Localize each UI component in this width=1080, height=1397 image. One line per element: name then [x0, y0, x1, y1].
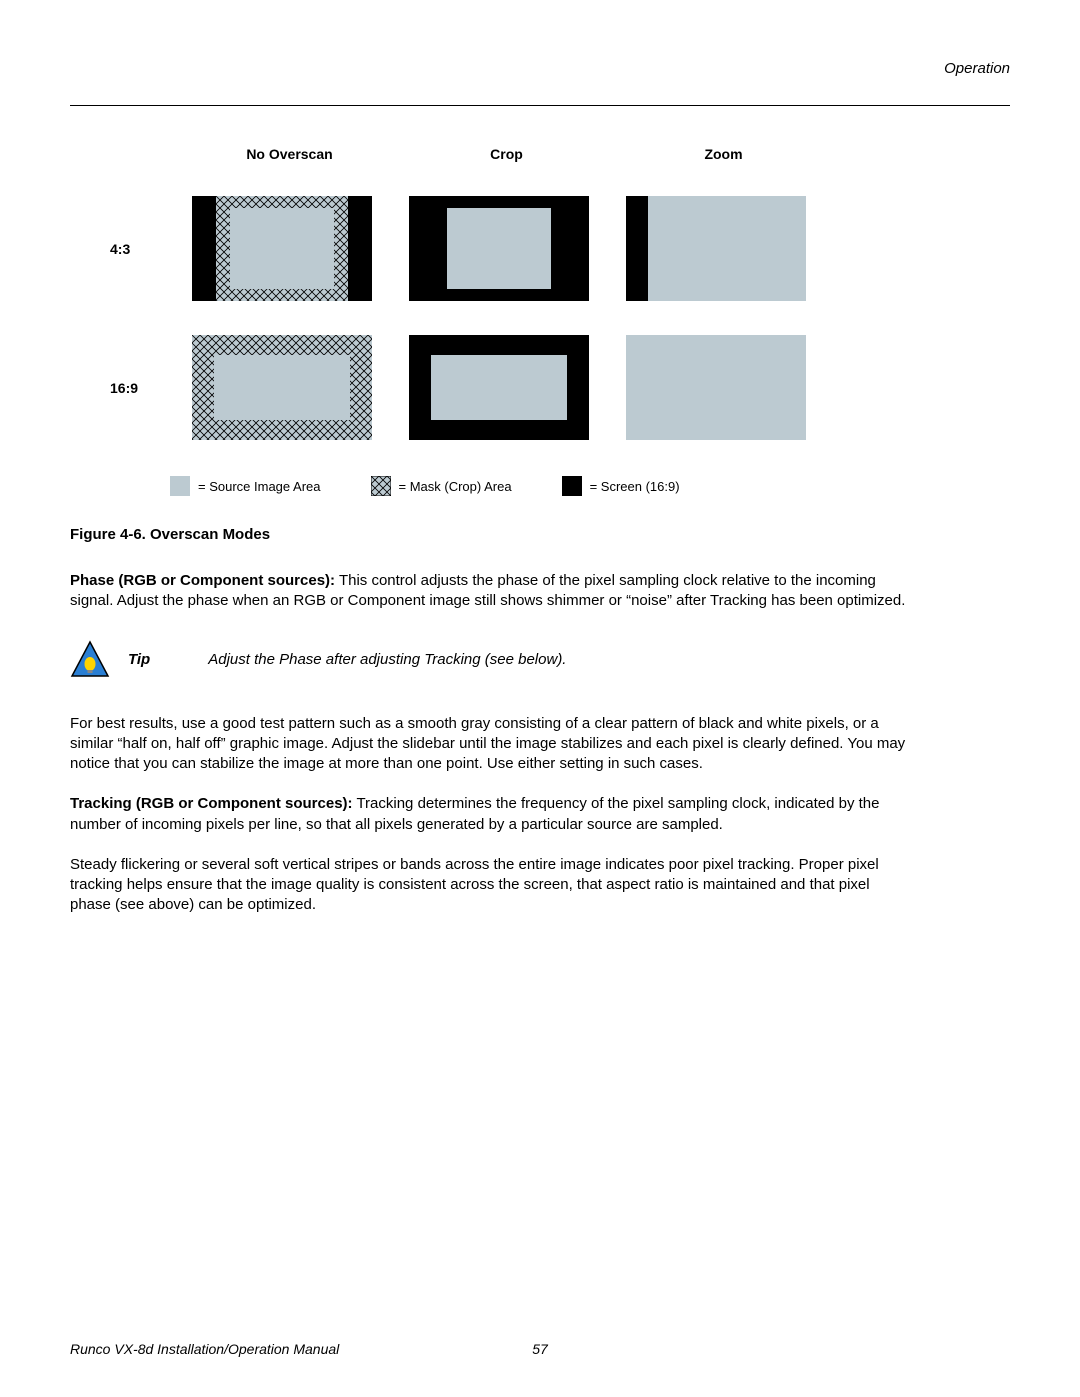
cell-16-9-no-overscan — [192, 335, 372, 440]
paragraph-phase: Phase (RGB or Component sources): This c… — [70, 571, 910, 612]
cell-4-3-no-overscan — [192, 196, 372, 301]
overscan-diagram: No Overscan Crop Zoom 4:3 — [110, 146, 1010, 496]
legend-label-source: = Source Image Area — [198, 479, 321, 494]
cell-16-9-crop — [409, 335, 589, 440]
legend-swatch-source — [170, 476, 190, 496]
tip-callout: Tip Adjust the Phase after adjusting Tra… — [70, 640, 1010, 680]
tip-text: Adjust the Phase after adjusting Trackin… — [208, 651, 566, 668]
figure-caption: Figure 4-6. Overscan Modes — [70, 526, 1010, 543]
col-header-no-overscan: No Overscan — [192, 146, 387, 162]
cell-4-3-crop — [409, 196, 589, 301]
cell-4-3-zoom — [626, 196, 806, 301]
row-label-4-3: 4:3 — [110, 241, 170, 257]
legend-label-screen: = Screen (16:9) — [590, 479, 680, 494]
tip-label: Tip — [128, 651, 150, 668]
header-rule — [70, 105, 1010, 106]
row-label-16-9: 16:9 — [110, 380, 170, 396]
section-header: Operation — [70, 60, 1010, 77]
phase-bold: Phase (RGB or Component sources): — [70, 572, 335, 589]
legend-swatch-screen — [562, 476, 582, 496]
tracking-bold: Tracking (RGB or Component sources): — [70, 795, 353, 812]
cell-16-9-zoom — [626, 335, 806, 440]
col-header-zoom: Zoom — [626, 146, 821, 162]
diagram-legend: = Source Image Area = Mask (Crop) Area =… — [170, 476, 1010, 496]
legend-label-mask: = Mask (Crop) Area — [399, 479, 512, 494]
paragraph-steady: Steady flickering or several soft vertic… — [70, 855, 910, 916]
tip-icon — [70, 640, 110, 680]
page-footer: Runco VX-8d Installation/Operation Manua… — [70, 1341, 1010, 1357]
legend-swatch-mask — [371, 476, 391, 496]
paragraph-best-results: For best results, use a good test patter… — [70, 714, 910, 775]
footer-page-number: 57 — [532, 1341, 548, 1357]
col-header-crop: Crop — [409, 146, 604, 162]
paragraph-tracking: Tracking (RGB or Component sources): Tra… — [70, 794, 910, 835]
